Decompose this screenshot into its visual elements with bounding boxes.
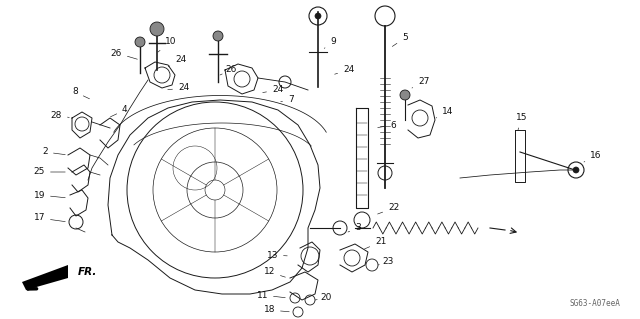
Text: 15: 15 <box>516 114 527 130</box>
Text: 26: 26 <box>111 48 138 59</box>
Text: 9: 9 <box>324 38 336 48</box>
Text: 28: 28 <box>51 110 69 120</box>
Circle shape <box>573 167 579 173</box>
Text: 16: 16 <box>584 151 602 162</box>
Text: 12: 12 <box>264 268 285 277</box>
Text: 5: 5 <box>392 33 408 47</box>
Circle shape <box>315 13 321 19</box>
Text: 21: 21 <box>365 238 387 249</box>
Text: 26: 26 <box>220 65 236 75</box>
Text: 24: 24 <box>263 85 284 94</box>
Text: 11: 11 <box>257 291 285 300</box>
Text: 19: 19 <box>33 190 65 199</box>
Text: 25: 25 <box>34 167 65 176</box>
Text: 27: 27 <box>412 78 429 88</box>
Text: 24: 24 <box>335 65 355 75</box>
Text: 20: 20 <box>315 293 332 302</box>
Text: 24: 24 <box>168 56 186 67</box>
Text: 13: 13 <box>266 250 287 259</box>
Text: 18: 18 <box>264 306 289 315</box>
Circle shape <box>400 90 410 100</box>
Text: FR.: FR. <box>78 267 97 277</box>
Text: 17: 17 <box>33 213 65 222</box>
Text: 6: 6 <box>378 121 396 130</box>
Text: 3: 3 <box>348 224 361 233</box>
Circle shape <box>213 31 223 41</box>
Circle shape <box>150 22 164 36</box>
Text: 4: 4 <box>111 106 127 117</box>
Circle shape <box>135 37 145 47</box>
Text: 23: 23 <box>378 257 394 266</box>
Text: 22: 22 <box>378 204 399 214</box>
Text: 14: 14 <box>436 108 453 118</box>
Text: SG63-A07eeA: SG63-A07eeA <box>569 299 620 308</box>
Text: 24: 24 <box>168 84 189 93</box>
Text: 2: 2 <box>42 147 65 157</box>
Text: 7: 7 <box>281 95 294 105</box>
Text: 10: 10 <box>158 38 177 52</box>
Polygon shape <box>22 265 68 290</box>
Text: 8: 8 <box>72 87 90 99</box>
